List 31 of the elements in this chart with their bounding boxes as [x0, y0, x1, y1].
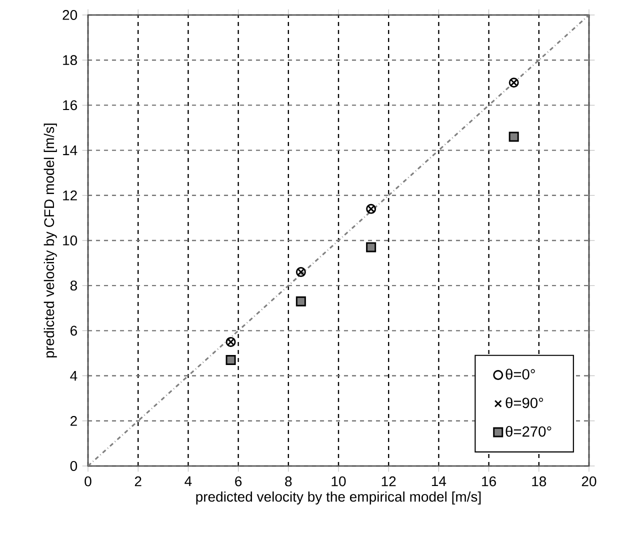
x-tick-label: 18 [532, 476, 546, 486]
y-tick-label: 8 [70, 280, 77, 291]
y-tick-label: 10 [63, 236, 78, 246]
legend-label: θ=0° [506, 368, 535, 380]
x-axis-title: predicted velocity by the empirical model [m/s] [196, 491, 481, 505]
y-tick-label: 2 [70, 416, 77, 426]
x-tick-label: 20 [582, 476, 596, 486]
y-tick-label: 14 [63, 145, 78, 156]
x-tick-label: 10 [332, 476, 346, 486]
x-tick-label: 14 [432, 476, 446, 486]
point [296, 296, 306, 306]
y-tick-label: 0 [70, 461, 78, 471]
point [366, 242, 376, 252]
legend-label: θ=90° [506, 397, 544, 408]
y-tick-label: 4 [70, 370, 78, 381]
x-tick-label: 16 [482, 476, 496, 486]
x-tick-label: 12 [382, 476, 396, 486]
x-tick-label: 2 [134, 476, 142, 486]
legend-label: θ=270° [506, 426, 552, 437]
point [226, 355, 236, 366]
y-tick-label: 20 [62, 10, 78, 20]
x-tick-label: 6 [235, 476, 242, 486]
x-tick-label: 0 [84, 476, 92, 486]
y-tick-label: 18 [63, 55, 77, 66]
y-axis-title: predicted velocity by CFD model [m/s] [44, 124, 57, 358]
x-tick-label: 4 [184, 476, 192, 486]
y-tick-label: 6 [70, 326, 77, 336]
point [508, 132, 519, 142]
y-tick-label: 16 [63, 100, 77, 110]
x-tick-label: 8 [285, 476, 292, 486]
y-tick-label: 12 [63, 190, 77, 200]
